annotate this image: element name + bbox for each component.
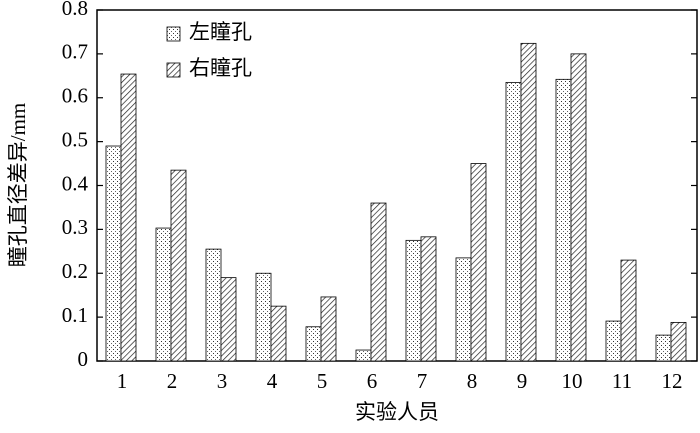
bar [470, 163, 487, 362]
bar [155, 227, 172, 362]
plot-frame [96, 9, 698, 362]
y-tick-label: 0.5 [62, 127, 88, 151]
bar [505, 81, 522, 362]
bar [455, 257, 472, 362]
bar [570, 53, 587, 362]
x-tick-label: 9 [517, 369, 528, 393]
y-tick-label: 0.2 [62, 259, 88, 283]
x-tick-label: 3 [217, 369, 228, 393]
legend-label: 右瞳孔 [189, 56, 252, 80]
legend-label: 左瞳孔 [189, 20, 252, 44]
bar [555, 78, 572, 362]
bar [405, 239, 422, 362]
x-tick-label: 4 [267, 369, 278, 393]
x-tick-label: 12 [662, 369, 683, 393]
bar [355, 349, 372, 362]
x-tick-label: 11 [612, 369, 632, 393]
y-tick-label: 0.1 [62, 303, 88, 327]
x-tick-label: 1 [117, 369, 128, 393]
y-tick-label: 0.3 [62, 215, 88, 239]
y-tick-label: 0 [78, 347, 89, 371]
legend-swatch [166, 26, 181, 42]
bar [320, 296, 337, 362]
bar [305, 326, 322, 362]
x-tick-label: 5 [317, 369, 328, 393]
y-tick-label: 0.8 [62, 0, 88, 20]
legend-swatch [166, 62, 181, 78]
bar [520, 42, 537, 362]
y-tick-label: 0.6 [62, 84, 88, 108]
x-tick-label: 8 [467, 369, 478, 393]
bar [105, 145, 122, 362]
bar [370, 202, 387, 362]
x-axis-label: 实验人员 [355, 400, 439, 424]
bar [620, 259, 637, 362]
bar [170, 169, 187, 362]
bar [420, 236, 437, 362]
bar [655, 334, 672, 362]
bar [605, 320, 622, 362]
bar [120, 73, 137, 362]
x-tick-label: 7 [417, 369, 428, 393]
bar [205, 248, 222, 362]
x-tick-label: 6 [367, 369, 378, 393]
bar [220, 277, 237, 362]
y-tick-label: 0.4 [62, 171, 89, 195]
bar [270, 305, 287, 362]
x-tick-label: 10 [562, 369, 583, 393]
bar [255, 272, 272, 362]
y-tick-label: 0.7 [62, 40, 88, 64]
bar [670, 321, 687, 362]
y-axis-label: 瞳孔直径差异/mm [6, 103, 30, 268]
x-tick-label: 2 [167, 369, 178, 393]
